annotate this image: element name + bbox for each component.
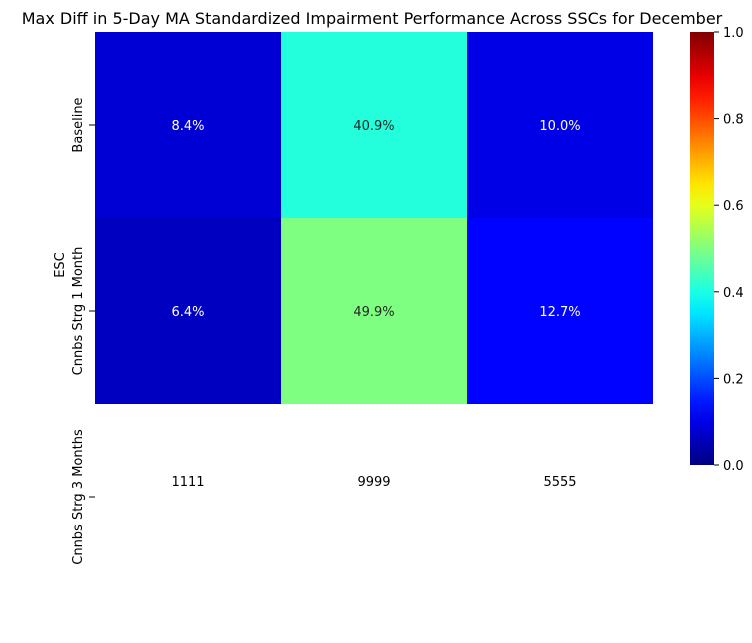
y-tick-label: Cnnbs Strg 1 Month (71, 247, 86, 376)
cell-annotation: 49.9% (353, 305, 394, 320)
colorbar-tick-label: 1.0 (723, 26, 744, 41)
y-tick-label: Cnnbs Strg 3 Months (71, 429, 86, 565)
colorbar-tick-label: 0.2 (723, 372, 744, 387)
cell-annotation: 10.0% (539, 119, 580, 134)
x-tick-label: 1111 (171, 475, 204, 490)
heatmap-cell (95, 32, 281, 218)
y-tick-label: Baseline (71, 97, 86, 152)
heatmap-cells (95, 32, 653, 404)
cell-annotation: 8.4% (171, 119, 204, 134)
colorbar-tick-label: 0.8 (723, 113, 744, 128)
heatmap-cell (281, 218, 467, 404)
colorbar-tick-label: 0.4 (723, 286, 744, 301)
colorbar-tick-label: 0.6 (723, 199, 744, 214)
colorbar-ticks: 0.0 0.2 0.4 0.6 0.8 1.0 (714, 26, 744, 474)
heatmap-cell (281, 32, 467, 218)
heatmap-cell (467, 32, 653, 218)
cell-annotation: 40.9% (353, 119, 394, 134)
cell-annotation: 6.4% (171, 305, 204, 320)
x-axis-ticks: 1111 9999 5555 (171, 475, 576, 490)
heatmap-cell (95, 218, 281, 404)
x-tick-label: 9999 (357, 475, 390, 490)
cell-annotations: 8.4% 40.9% 10.0% 6.4% 49.9% 12.7% (171, 119, 580, 320)
heatmap-cell (467, 218, 653, 404)
y-axis-ticks: Baseline Cnnbs Strg 1 Month Cnnbs Strg 3 M… (71, 97, 95, 565)
colorbar-tick-label: 0.0 (723, 459, 744, 474)
colorbar (690, 32, 714, 465)
cell-annotation: 12.7% (539, 305, 580, 320)
y-axis-label: ESC (53, 252, 68, 278)
chart-title: Max Diff in 5-Day MA Standardized Impair… (22, 9, 723, 28)
x-tick-label: 5555 (543, 475, 576, 490)
